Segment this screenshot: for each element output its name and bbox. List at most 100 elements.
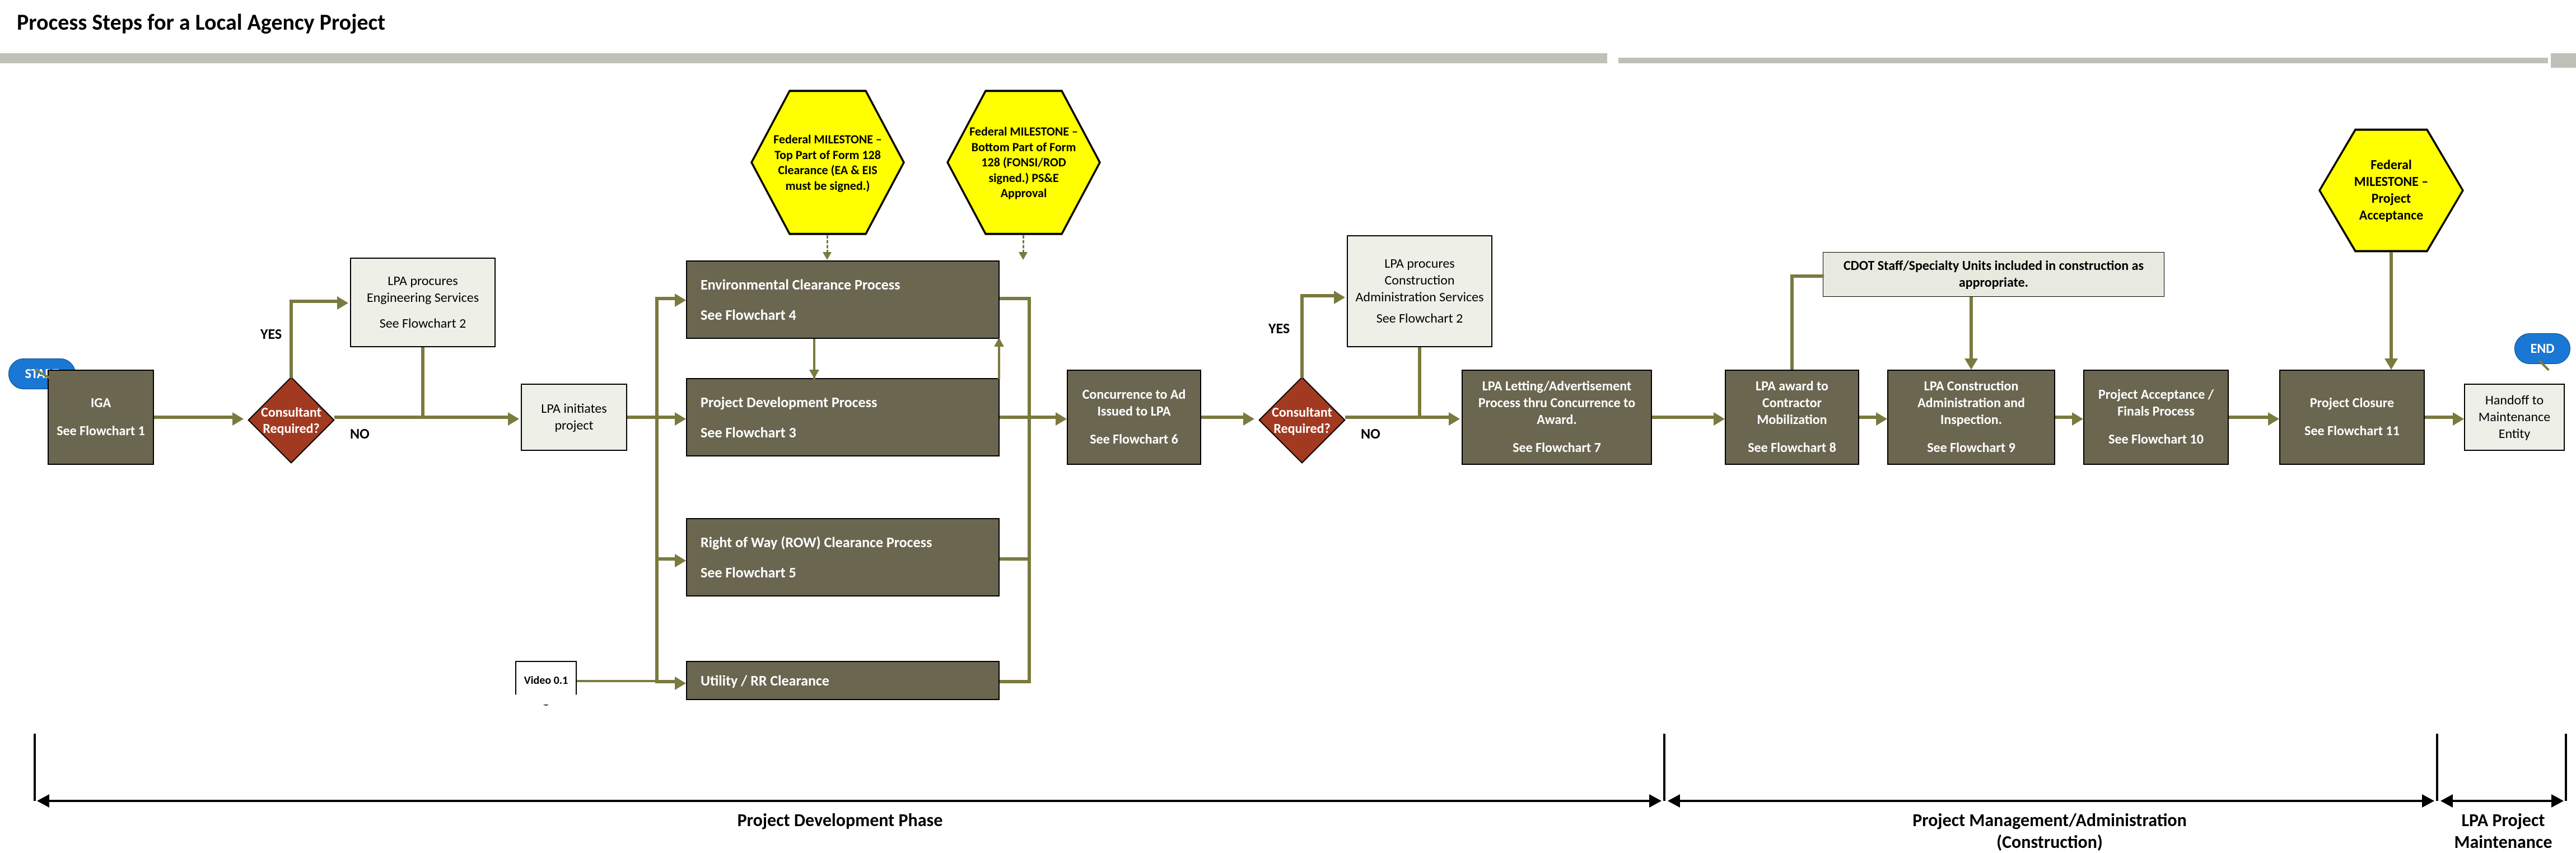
node-f9-l2: See Flowchart 9 [1927, 440, 2015, 456]
node-cdot-note: CDOT Staff/Specialty Units included in c… [1823, 252, 2164, 297]
conn [2390, 252, 2393, 361]
conn [627, 416, 658, 419]
conn [290, 300, 293, 378]
node-cdot-note-l1: CDOT Staff/Specialty Units included in c… [1828, 258, 2159, 291]
conn [655, 680, 678, 683]
milestone-2: Federal MILESTONE – Bottom Part of Form … [949, 89, 1099, 236]
phase-arrow [37, 794, 49, 808]
arrow [675, 412, 686, 426]
node-f11: Project Closure See Flowchart 11 [2279, 370, 2425, 465]
arrow [1243, 412, 1254, 426]
conn [655, 557, 678, 561]
node-handoff: Handoff to Maintenance Entity [2464, 384, 2565, 451]
node-initiate: LPA initiates project [521, 384, 627, 451]
hr-bar-1 [0, 53, 1607, 63]
conn [1000, 680, 1030, 683]
phase-tick [2436, 734, 2438, 801]
phase-line [2452, 800, 2552, 802]
node-f10: Project Acceptance / Finals Process See … [2083, 370, 2229, 465]
phase-arrow [2422, 794, 2434, 808]
node-f3-l1: Project Development Process [701, 393, 985, 412]
node-proc-ca: LPA procures Construction Administration… [1347, 235, 1492, 347]
conn [1028, 416, 1058, 419]
yes-label-1: YES [260, 325, 282, 343]
node-initiate-l1: LPA initiates project [526, 400, 622, 434]
arrow [337, 296, 348, 310]
conn [655, 297, 659, 683]
arrow [1334, 291, 1345, 304]
node-f9-l1: LPA Construction Administration and Insp… [1893, 378, 2050, 428]
node-iga-l1: IGA [91, 395, 111, 412]
arrow [675, 293, 686, 307]
video-tag: Video 0.1 [515, 661, 577, 706]
node-f10-l2: See Flowchart 10 [2108, 431, 2204, 448]
conn [154, 416, 235, 419]
conn [1418, 347, 1421, 418]
conn [2229, 416, 2271, 419]
node-f3: Project Development Process See Flowchar… [686, 378, 1000, 456]
node-f11-l2: See Flowchart 11 [2304, 423, 2400, 440]
drop-arrow [1019, 252, 1028, 260]
conn [1300, 294, 1337, 297]
phase-arrow [2440, 794, 2453, 808]
node-f7: LPA Letting/Advertisement Process thru C… [1462, 370, 1652, 465]
conn [1000, 416, 1030, 419]
phase-tick [34, 734, 36, 801]
node-util: Utility / RR Clearance [686, 661, 1000, 700]
decision-consultant-1 [248, 376, 335, 464]
conn [1790, 274, 1824, 278]
drop-arrow [823, 252, 832, 260]
node-f5: Right of Way (ROW) Clearance Process See… [686, 518, 1000, 596]
phase-line [1679, 800, 2424, 802]
no-label-2: NO [1361, 425, 1380, 442]
arrow [508, 412, 519, 426]
conn [1201, 416, 1246, 419]
node-f8-l1: LPA award to Contractor Mobilization [1730, 378, 1854, 428]
phase-arrow [2551, 794, 2564, 808]
node-f8-l2: See Flowchart 8 [1748, 440, 1836, 456]
node-f6-l1: Concurrence to Ad Issued to LPA [1072, 386, 1196, 420]
arrow [809, 370, 819, 379]
node-f5-l2: See Flowchart 5 [701, 563, 985, 582]
yes-label-2: YES [1268, 319, 1290, 337]
node-proc-eng-l2: See Flowchart 2 [380, 315, 466, 332]
conn [1345, 416, 1452, 419]
conn [1652, 416, 1716, 419]
node-f8: LPA award to Contractor Mobilization See… [1725, 370, 1859, 465]
hr-bar-3 [2551, 53, 2576, 68]
node-proc-ca-l1: LPA procures Construction Administration… [1352, 255, 1487, 306]
arrow [232, 412, 244, 426]
conn [655, 297, 678, 300]
drop [827, 235, 828, 253]
node-f6: Concurrence to Ad Issued to LPA See Flow… [1067, 370, 1201, 465]
arrow [2453, 412, 2464, 426]
node-proc-eng-l1: LPA procures Engineering Services [356, 273, 490, 306]
hr-bar-2 [1618, 58, 2548, 63]
arrow [994, 338, 1004, 347]
node-f7-l2: See Flowchart 7 [1513, 440, 1601, 456]
node-f11-l1: Project Closure [2310, 395, 2394, 412]
node-util-l1: Utility / RR Clearance [701, 672, 985, 690]
phase-tick [2565, 734, 2567, 801]
node-f7-l1: LPA Letting/Advertisement Process thru C… [1467, 378, 1646, 428]
node-iga: IGA See Flowchart 1 [48, 370, 154, 465]
node-f6-l2: See Flowchart 6 [1090, 431, 1178, 448]
phase-arrow [1649, 794, 1662, 808]
arrow [1964, 358, 1978, 370]
arrow [1714, 412, 1725, 426]
phase-line [48, 800, 1650, 802]
arrow [2072, 412, 2083, 426]
node-f10-l1: Project Acceptance / Finals Process [2089, 386, 2223, 420]
conn [1028, 297, 1031, 683]
arrow [1056, 412, 1067, 426]
arrow [1876, 412, 1887, 426]
conn [1300, 294, 1304, 378]
conn [1000, 297, 1030, 300]
node-f4: Environmental Clearance Process See Flow… [686, 260, 1000, 339]
conn [290, 300, 340, 303]
conn [577, 680, 655, 682]
node-f4-l2: See Flowchart 4 [701, 306, 985, 324]
node-f9: LPA Construction Administration and Insp… [1887, 370, 2055, 465]
node-handoff-l1: Handoff to Maintenance Entity [2470, 392, 2559, 442]
milestone-3: Federal MILESTONE – Project Acceptance [2321, 128, 2462, 253]
